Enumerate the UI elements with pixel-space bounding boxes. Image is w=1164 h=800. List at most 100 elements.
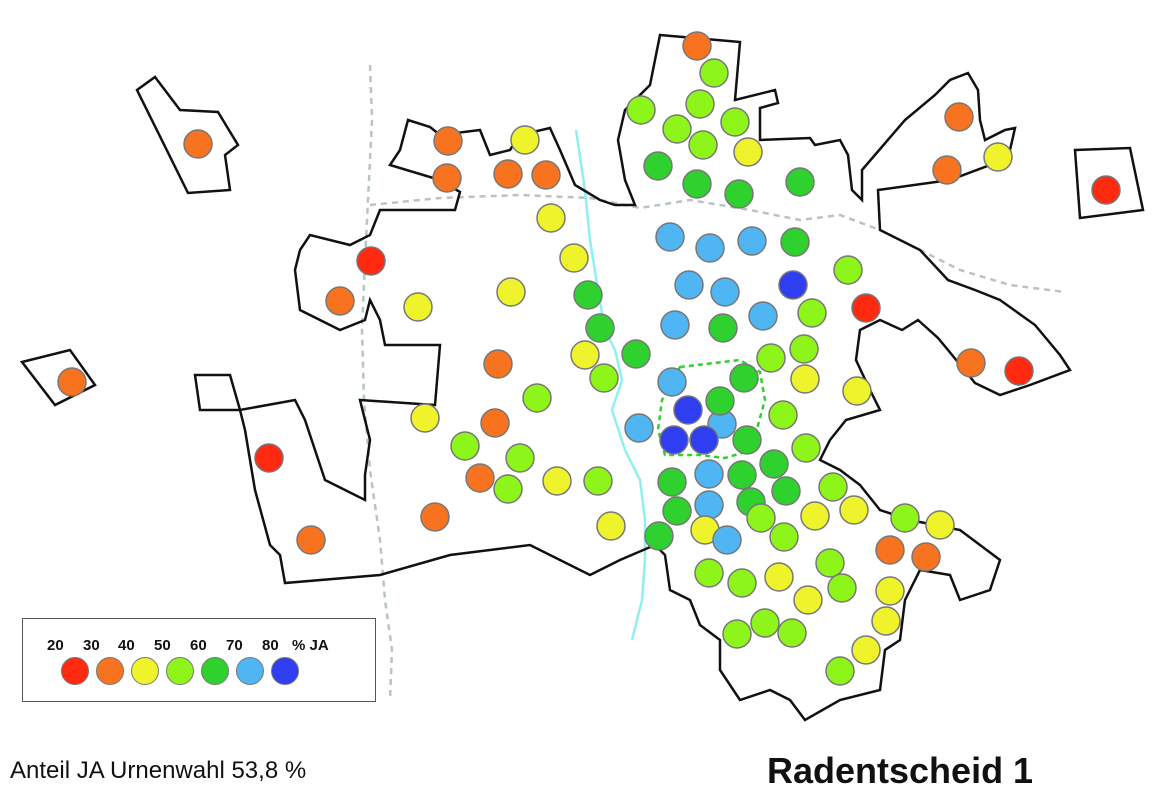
station-marker-lime bbox=[450, 431, 480, 461]
station-marker-orange bbox=[57, 367, 87, 397]
station-marker-orange bbox=[480, 408, 510, 438]
station-marker-red bbox=[851, 293, 881, 323]
station-marker-green bbox=[657, 467, 687, 497]
legend-label-30: 30 bbox=[83, 637, 100, 654]
center-zone-outline bbox=[656, 358, 767, 460]
station-marker-yellow bbox=[839, 495, 869, 525]
station-marker-yellow bbox=[403, 292, 433, 322]
legend-label-80: 80 bbox=[262, 637, 279, 654]
station-marker-orange bbox=[296, 525, 326, 555]
legend-label-70: 70 bbox=[226, 637, 243, 654]
station-marker-green bbox=[662, 496, 692, 526]
station-marker-lime bbox=[769, 522, 799, 552]
station-marker-lightblue bbox=[748, 301, 778, 331]
station-marker-green bbox=[771, 476, 801, 506]
station-marker-orange bbox=[911, 542, 941, 572]
station-marker-orange bbox=[433, 126, 463, 156]
station-marker-lightblue bbox=[694, 490, 724, 520]
station-marker-yellow bbox=[410, 403, 440, 433]
legend-swatch-20 bbox=[61, 657, 89, 685]
station-marker-yellow bbox=[925, 510, 955, 540]
station-marker-green bbox=[759, 449, 789, 479]
outlier-area-west bbox=[19, 348, 97, 407]
station-marker-lime bbox=[720, 107, 750, 137]
station-marker-green bbox=[573, 280, 603, 310]
legend: 20 30 40 50 60 70 80 % JA bbox=[22, 618, 376, 702]
station-marker-yellow bbox=[983, 142, 1013, 172]
station-marker-green bbox=[724, 179, 754, 209]
station-marker-orange bbox=[682, 31, 712, 61]
station-marker-blue bbox=[778, 270, 808, 300]
station-marker-green bbox=[621, 339, 651, 369]
station-marker-red bbox=[1091, 175, 1121, 205]
legend-swatch-70 bbox=[236, 657, 264, 685]
station-marker-blue bbox=[659, 425, 689, 455]
station-marker-lime bbox=[589, 363, 619, 393]
station-marker-orange bbox=[932, 155, 962, 185]
station-marker-lime bbox=[522, 383, 552, 413]
district-border-north bbox=[369, 193, 1066, 294]
station-marker-lime bbox=[797, 298, 827, 328]
legend-labels: 20 30 40 50 60 70 80 % JA bbox=[47, 637, 329, 654]
legend-swatches bbox=[61, 657, 299, 685]
station-marker-yellow bbox=[800, 501, 830, 531]
station-marker-lime bbox=[815, 548, 845, 578]
legend-swatch-50 bbox=[166, 657, 194, 685]
station-marker-red bbox=[254, 443, 284, 473]
station-marker-lightblue bbox=[712, 525, 742, 555]
station-marker-yellow bbox=[559, 243, 589, 273]
legend-swatch-30 bbox=[96, 657, 124, 685]
station-marker-lime bbox=[750, 608, 780, 638]
river-line bbox=[574, 129, 647, 641]
station-marker-lime bbox=[791, 433, 821, 463]
station-marker-orange bbox=[420, 502, 450, 532]
station-marker-yellow bbox=[851, 635, 881, 665]
station-marker-orange bbox=[875, 535, 905, 565]
station-marker-lime bbox=[727, 568, 757, 598]
station-marker-lime bbox=[890, 503, 920, 533]
station-marker-green bbox=[785, 167, 815, 197]
station-marker-lime bbox=[768, 400, 798, 430]
station-marker-lime bbox=[756, 343, 786, 373]
station-marker-lime bbox=[626, 95, 656, 125]
station-marker-lime bbox=[827, 573, 857, 603]
station-marker-lightblue bbox=[695, 233, 725, 263]
station-marker-lime bbox=[583, 466, 613, 496]
station-marker-lime bbox=[777, 618, 807, 648]
station-marker-green bbox=[729, 363, 759, 393]
station-marker-yellow bbox=[536, 203, 566, 233]
station-marker-yellow bbox=[570, 340, 600, 370]
station-marker-green bbox=[780, 227, 810, 257]
legend-label-40: 40 bbox=[118, 637, 135, 654]
station-marker-green bbox=[727, 460, 757, 490]
station-marker-lime bbox=[818, 472, 848, 502]
station-marker-lime bbox=[825, 656, 855, 686]
station-marker-orange bbox=[325, 286, 355, 316]
outlier-area-northwest bbox=[135, 75, 240, 195]
station-marker-orange bbox=[483, 349, 513, 379]
station-marker-yellow bbox=[871, 606, 901, 636]
station-marker-lime bbox=[505, 443, 535, 473]
station-marker-green bbox=[732, 425, 762, 455]
station-marker-yellow bbox=[875, 576, 905, 606]
station-marker-yellow bbox=[510, 125, 540, 155]
station-marker-red bbox=[1004, 356, 1034, 386]
station-marker-lightblue bbox=[660, 310, 690, 340]
station-marker-yellow bbox=[596, 511, 626, 541]
station-marker-green bbox=[585, 313, 615, 343]
station-marker-yellow bbox=[793, 585, 823, 615]
turnout-caption: Anteil JA Urnenwahl 53,8 % bbox=[10, 757, 307, 784]
station-marker-orange bbox=[531, 160, 561, 190]
station-marker-lime bbox=[694, 558, 724, 588]
legend-label-unit: % JA bbox=[292, 637, 329, 654]
station-marker-green bbox=[643, 151, 673, 181]
station-marker-blue bbox=[673, 395, 703, 425]
station-marker-red bbox=[356, 246, 386, 276]
station-marker-yellow bbox=[542, 466, 572, 496]
station-marker-orange bbox=[432, 163, 462, 193]
station-marker-green bbox=[682, 169, 712, 199]
station-marker-lightblue bbox=[624, 413, 654, 443]
legend-swatch-80 bbox=[271, 657, 299, 685]
station-marker-green bbox=[708, 313, 738, 343]
